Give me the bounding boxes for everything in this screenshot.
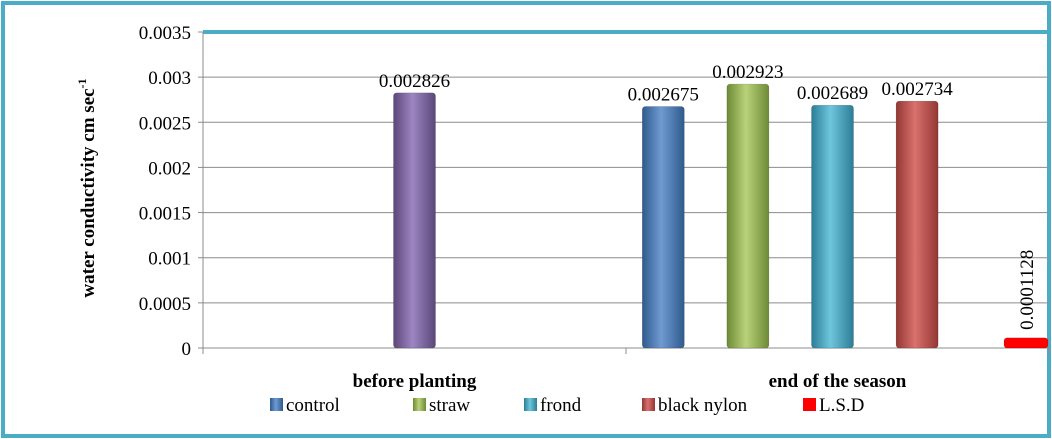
legend-swatch: [270, 398, 283, 411]
legend-label: control: [286, 395, 340, 416]
y-tick-label: 0: [182, 339, 192, 360]
data-label: 0.002675: [628, 84, 699, 105]
legend-label: frond: [540, 395, 582, 416]
data-label: 0.002826: [379, 71, 450, 92]
y-tick-label: 0.003: [148, 68, 191, 89]
y-axis-title-superscript: -1: [75, 78, 89, 88]
bar-before-planting: [393, 92, 436, 349]
data-label: 0.002689: [797, 83, 868, 104]
bar-control: [642, 106, 685, 349]
legend-label: straw: [429, 395, 470, 416]
legend-label: L.S.D: [819, 395, 864, 416]
bars: [393, 83, 1049, 349]
legend: control straw frond black nylon L.S.D: [270, 395, 864, 416]
y-axis-title: water conductivity cm sec-1: [75, 78, 99, 297]
y-tick-label: 0.0005: [139, 294, 191, 315]
bar-black-nylon: [895, 100, 939, 349]
y-tick-label: 0.0035: [139, 23, 191, 44]
legend-swatch: [803, 398, 816, 411]
bar-frond: [811, 104, 854, 349]
legend-swatch: [524, 398, 537, 411]
bar-straw: [726, 83, 770, 349]
bar-l-s-d: [1003, 337, 1049, 349]
x-category-label: before planting: [353, 371, 477, 392]
data-label: 0.002734: [881, 79, 953, 100]
y-tick-label: 0.0025: [139, 113, 191, 134]
y-tick-label: 0.0015: [139, 204, 191, 225]
x-category-label: end of the season: [769, 371, 907, 392]
data-label: 0.002923: [712, 62, 783, 83]
data-label: 0.0001128: [1017, 250, 1038, 330]
legend-swatch: [642, 398, 655, 411]
legend-label: black nylon: [658, 395, 748, 416]
axes: 0 0.0005 0.001 0.0015 0.002 0.0025 0.003 0.0035…: [139, 23, 1050, 392]
legend-swatch: [413, 398, 426, 411]
y-tick-label: 0.001: [148, 249, 191, 270]
y-tick-label: 0.002: [148, 158, 191, 179]
data-labels: 0.002826 0.002675 0.002923 0.002689 0.002734…: [379, 62, 1038, 330]
